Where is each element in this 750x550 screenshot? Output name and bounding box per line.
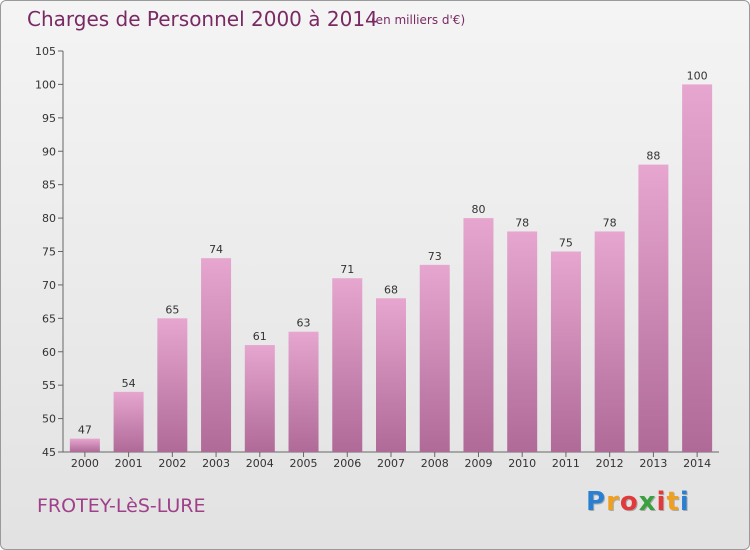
- bar: [463, 218, 494, 452]
- logo-letter: P: [586, 487, 607, 517]
- logo-letter: o: [619, 487, 639, 517]
- x-tick-label: 2000: [71, 457, 99, 470]
- bar: [288, 331, 319, 452]
- bar-value-label: 68: [384, 283, 398, 296]
- x-tick-label: 2014: [683, 457, 711, 470]
- logo-letter: r: [606, 487, 620, 517]
- x-tick-label: 2011: [552, 457, 580, 470]
- y-tick-label: 100: [35, 78, 56, 91]
- logo-letter: i: [656, 487, 667, 517]
- x-tick-label: 2013: [639, 457, 667, 470]
- bar-value-label: 63: [297, 317, 311, 330]
- y-tick-label: 50: [42, 413, 56, 426]
- bar-value-label: 61: [253, 330, 267, 343]
- bar: [682, 84, 713, 453]
- x-tick-label: 2004: [246, 457, 274, 470]
- logo-letter: t: [666, 487, 680, 517]
- x-tick-label: 2006: [333, 457, 361, 470]
- y-tick-label: 80: [42, 212, 56, 225]
- proxiti-logo[interactable]: Proxiti: [586, 487, 690, 517]
- logo-letter: x: [638, 487, 657, 517]
- y-tick-label: 70: [42, 279, 56, 292]
- bar: [201, 258, 232, 452]
- y-tick-label: 105: [35, 45, 56, 58]
- bar: [550, 251, 581, 452]
- bar-value-label: 78: [515, 216, 529, 229]
- bar-value-label: 47: [78, 424, 92, 437]
- bar: [638, 164, 669, 452]
- commune-name: FROTEY-LèS-LURE: [37, 495, 206, 517]
- bar-value-label: 74: [209, 243, 223, 256]
- bar: [376, 298, 406, 452]
- y-tick-label: 65: [42, 312, 56, 325]
- bar: [507, 231, 538, 452]
- y-tick-label: 60: [42, 346, 56, 359]
- x-tick-label: 2008: [421, 457, 449, 470]
- bar: [113, 391, 144, 452]
- bar: [244, 345, 275, 452]
- bar-value-label: 75: [559, 237, 573, 250]
- x-tick-label: 2007: [377, 457, 405, 470]
- bar-value-label: 65: [165, 303, 179, 316]
- y-tick-label: 95: [42, 112, 56, 125]
- bar: [419, 264, 450, 452]
- logo-letter: i: [679, 487, 690, 517]
- x-tick-label: 2010: [508, 457, 536, 470]
- chart-subtitle: (en milliers d'€): [371, 13, 466, 27]
- bar: [69, 438, 100, 452]
- bar-value-label: 71: [340, 263, 354, 276]
- bar: [157, 318, 188, 452]
- chart-title: Charges de Personnel 2000 à 2014: [27, 7, 378, 31]
- x-tick-label: 2012: [596, 457, 624, 470]
- bar-value-label: 78: [603, 216, 617, 229]
- y-tick-label: 85: [42, 179, 56, 192]
- bar-value-label: 73: [428, 250, 442, 263]
- bar-value-label: 54: [122, 377, 136, 390]
- x-tick-label: 2003: [202, 457, 230, 470]
- x-tick-label: 2002: [158, 457, 186, 470]
- bar-value-label: 80: [471, 203, 485, 216]
- x-tick-label: 2005: [290, 457, 318, 470]
- plot-area: 45 50 55 60 65 70 75 80 85 90 95 100 105 47 2000 54 2001…: [35, 45, 719, 470]
- bar-value-label: 88: [646, 150, 660, 163]
- bar: [594, 231, 625, 452]
- x-tick-label: 2001: [115, 457, 143, 470]
- bar-value-label: 100: [687, 69, 708, 82]
- bar: [332, 278, 363, 452]
- y-tick-label: 55: [42, 379, 56, 392]
- y-tick-label: 75: [42, 246, 56, 259]
- y-tick-label: 45: [42, 446, 56, 459]
- x-tick-label: 2009: [464, 457, 492, 470]
- y-tick-label: 90: [42, 145, 56, 158]
